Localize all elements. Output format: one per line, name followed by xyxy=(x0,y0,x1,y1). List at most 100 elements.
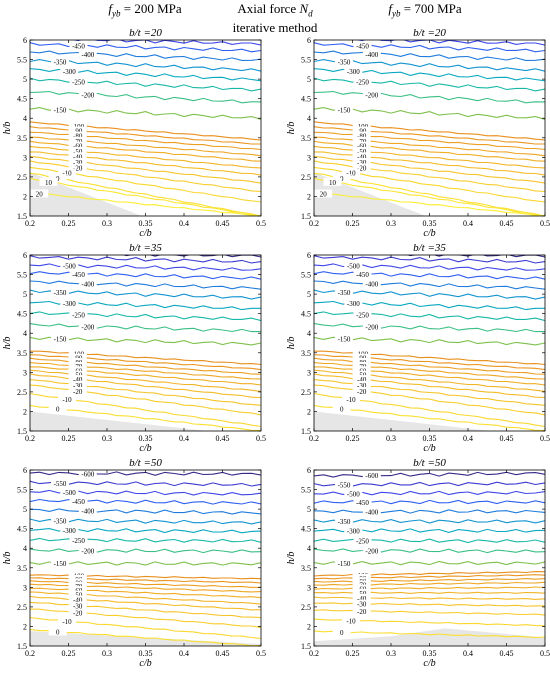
contour-label: -200 xyxy=(365,548,378,556)
contour-label: -400 xyxy=(81,508,94,516)
contour-label-bg xyxy=(68,601,87,610)
contour-line xyxy=(314,136,545,157)
contour-label-bg xyxy=(352,152,371,161)
contour-label: -500 xyxy=(347,263,360,271)
x-tick-label: 0.2 xyxy=(309,434,319,443)
contour-line xyxy=(30,583,261,593)
contour-label: -350 xyxy=(54,517,67,525)
contour-panel: -600-550-500-450-400-350-300-250-200-150… xyxy=(2,457,266,669)
y-tick-label: 4.5 xyxy=(301,525,311,534)
y-tick-label: 2.5 xyxy=(301,388,311,397)
x-tick-label: 0.45 xyxy=(500,649,514,658)
contour-label-bg xyxy=(352,353,371,362)
panel-title: b/t =20 xyxy=(129,27,162,39)
contour-label-bg xyxy=(68,590,87,599)
contour-label: 0 xyxy=(340,629,344,637)
contour-line xyxy=(314,323,545,333)
contour-line xyxy=(30,548,261,554)
contour-label: -300 xyxy=(63,68,76,76)
contour-label: -20 xyxy=(73,388,83,396)
contour-line xyxy=(314,609,545,616)
contour-label-bg xyxy=(344,67,363,76)
y-axis-label: h/b xyxy=(2,122,13,135)
y-tick-label: 5.5 xyxy=(301,486,311,495)
contour-label: -10 xyxy=(346,396,356,404)
x-tick-label: 0.35 xyxy=(423,219,437,228)
contour-label-bg xyxy=(332,404,351,413)
contour-label: -40 xyxy=(357,376,367,384)
contour-label: -450 xyxy=(356,42,369,50)
y-tick-label: 3.5 xyxy=(17,134,27,143)
x-tick-label: 0.3 xyxy=(102,434,112,443)
contour-label-bg xyxy=(68,152,87,161)
contour-label-bg xyxy=(362,507,381,516)
title-symbol: N xyxy=(299,1,309,16)
contour-label-bg xyxy=(68,370,87,379)
contour-line xyxy=(30,323,261,333)
shaded-region xyxy=(314,628,545,646)
contour-label-bg xyxy=(48,404,67,413)
contour-line xyxy=(30,580,261,588)
contour-line xyxy=(314,280,545,290)
x-tick-label: 0.4 xyxy=(463,434,473,443)
contour-label-bg xyxy=(68,387,87,395)
fyb-symbol-right: f xyxy=(388,1,392,16)
shaded-region xyxy=(314,172,426,216)
contour-label-bg xyxy=(352,366,371,375)
contour-line xyxy=(314,578,545,583)
contour-label: -200 xyxy=(365,323,378,331)
y-tick-label: 1.5 xyxy=(17,212,27,221)
contour-line xyxy=(314,354,545,371)
contour-label-bg xyxy=(352,362,371,370)
contour-label-bg xyxy=(362,322,381,331)
x-tick-label: 0.25 xyxy=(346,219,360,228)
contour-label: -40 xyxy=(73,153,83,161)
contour-label-bg xyxy=(332,627,351,636)
contour-label: -20 xyxy=(73,610,83,618)
contour-label: -150 xyxy=(54,560,67,568)
contour-label-bg xyxy=(352,580,371,589)
contour-label: -550 xyxy=(338,482,351,490)
contour-panel: -500-450-400-350-300-250-200-150-100-90-… xyxy=(286,242,550,454)
contour-line xyxy=(314,145,545,169)
contour-label-bg xyxy=(352,121,371,130)
contour-label-bg xyxy=(362,546,381,555)
x-axis-label: c/b xyxy=(139,228,151,239)
contour-label-bg xyxy=(352,380,371,389)
contour-label-bg xyxy=(68,581,87,590)
contour-label: -550 xyxy=(54,480,67,488)
y-tick-label: 5 xyxy=(307,75,311,84)
contour-line xyxy=(314,172,545,216)
contour-line xyxy=(30,121,261,141)
y-tick-label: 3 xyxy=(23,368,27,377)
contour-label: -200 xyxy=(365,91,378,99)
contour-line xyxy=(30,362,261,380)
contour-line xyxy=(30,311,261,322)
x-tick-label: 0.35 xyxy=(139,649,153,658)
contour-label-bg xyxy=(69,497,88,506)
y-tick-label: 2 xyxy=(23,192,27,201)
x-tick-label: 0.25 xyxy=(62,219,76,228)
contour-label-bg xyxy=(68,353,87,362)
contour-line xyxy=(30,90,261,104)
contour-label: -60 xyxy=(73,143,83,151)
contour-line xyxy=(30,357,261,375)
y-axis-label: h/b xyxy=(286,552,297,565)
contour-label: -600 xyxy=(81,470,94,478)
contour-label: 10 xyxy=(329,179,337,187)
contour-line xyxy=(30,384,261,416)
panel-title: b/t =50 xyxy=(129,457,162,469)
contour-line xyxy=(314,160,545,193)
y-tick-label: 3 xyxy=(307,368,311,377)
panel-title: b/t =50 xyxy=(413,457,446,469)
y-tick-label: 1.5 xyxy=(301,427,311,436)
contour-line xyxy=(30,77,261,92)
contour-label-bg xyxy=(39,177,58,186)
contour-label-bg xyxy=(58,617,76,626)
contour-label-bg xyxy=(342,616,360,625)
contour-label-bg xyxy=(335,287,353,296)
contour-label-bg xyxy=(335,516,353,525)
x-tick-label: 0.3 xyxy=(386,434,396,443)
contour-line xyxy=(30,574,261,580)
contour-label: -450 xyxy=(72,271,85,279)
